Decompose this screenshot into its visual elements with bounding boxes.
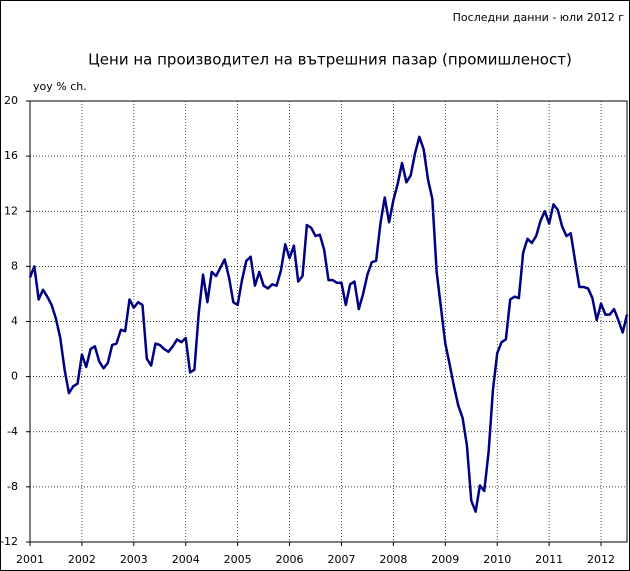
y-tick-label: 16 — [4, 149, 18, 162]
data-line — [28, 135, 629, 513]
x-tick-label: 2011 — [535, 553, 563, 566]
y-tick-label: -8 — [7, 480, 18, 493]
x-tick-label: 2010 — [483, 553, 511, 566]
x-tick-label: 2005 — [224, 553, 252, 566]
x-tick-label: 2004 — [172, 553, 200, 566]
x-tick-label: 2012 — [587, 553, 615, 566]
y-tick-label: 8 — [11, 259, 18, 272]
x-tick-label: 2006 — [276, 553, 304, 566]
y-tick-label: 0 — [11, 370, 18, 383]
y-tick-label: -4 — [7, 425, 18, 438]
y-axis-label: yoy % ch. — [33, 80, 87, 93]
x-tick-label: 2008 — [379, 553, 407, 566]
x-tick-label: 2009 — [431, 553, 459, 566]
x-tick-label: 2007 — [327, 553, 355, 566]
y-tick-label: 4 — [11, 315, 18, 328]
plot-area — [29, 100, 628, 543]
chart-title: Цени на производител на вътрешния пазар … — [88, 51, 572, 69]
y-tick-label: 12 — [4, 204, 18, 217]
x-tick-label: 2002 — [68, 553, 96, 566]
x-tick-label: 2003 — [120, 553, 148, 566]
x-tick-label: 2001 — [16, 553, 44, 566]
y-tick-label: 20 — [4, 94, 18, 107]
note: Последни данни - юли 2012 г — [453, 11, 625, 24]
y-tick-label: -12 — [0, 535, 18, 548]
